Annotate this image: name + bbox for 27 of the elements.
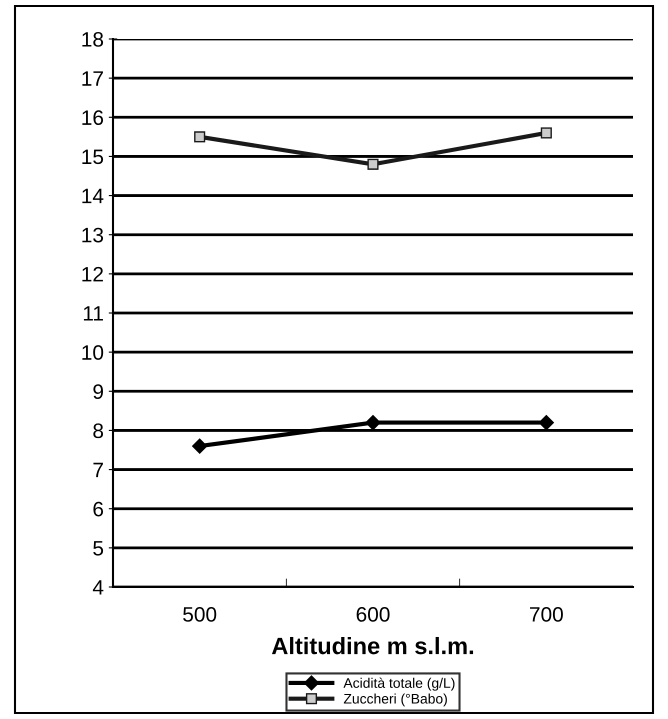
y-tick-label: 13 [82, 228, 104, 242]
y-tick-label: 6 [93, 502, 104, 516]
y-tick-label: 16 [82, 110, 104, 126]
point [365, 415, 381, 430]
x-axis-title: Altitudine m s.l.m. [272, 636, 474, 654]
x-tick-label: 500 [183, 606, 216, 622]
y-tick-label: 10 [82, 345, 104, 360]
point [194, 131, 206, 142]
y-tick-label: 9 [93, 384, 103, 400]
point [540, 127, 552, 138]
y-tick-label: 15 [82, 150, 104, 164]
point [192, 438, 208, 454]
y-tick-label: 12 [82, 266, 103, 282]
y-tick-label: 17 [82, 71, 103, 86]
legend-label: Zuccheri (°Babo) [344, 693, 447, 706]
y-tick-label: 5 [93, 541, 104, 556]
point [538, 415, 554, 430]
y-tick-label: 8 [93, 423, 104, 438]
point [367, 158, 379, 170]
y-tick-label: 4 [92, 580, 104, 595]
y-tick-label: 11 [84, 306, 103, 321]
y-tick-label: 14 [82, 188, 104, 204]
y-tick-label: 18 [82, 32, 104, 47]
x-tick-label: 700 [530, 606, 563, 622]
x-tick-label: 600 [356, 606, 390, 622]
legend-label: Acidità totale (g/L) [343, 678, 454, 691]
y-tick-label: 7 [93, 462, 103, 478]
